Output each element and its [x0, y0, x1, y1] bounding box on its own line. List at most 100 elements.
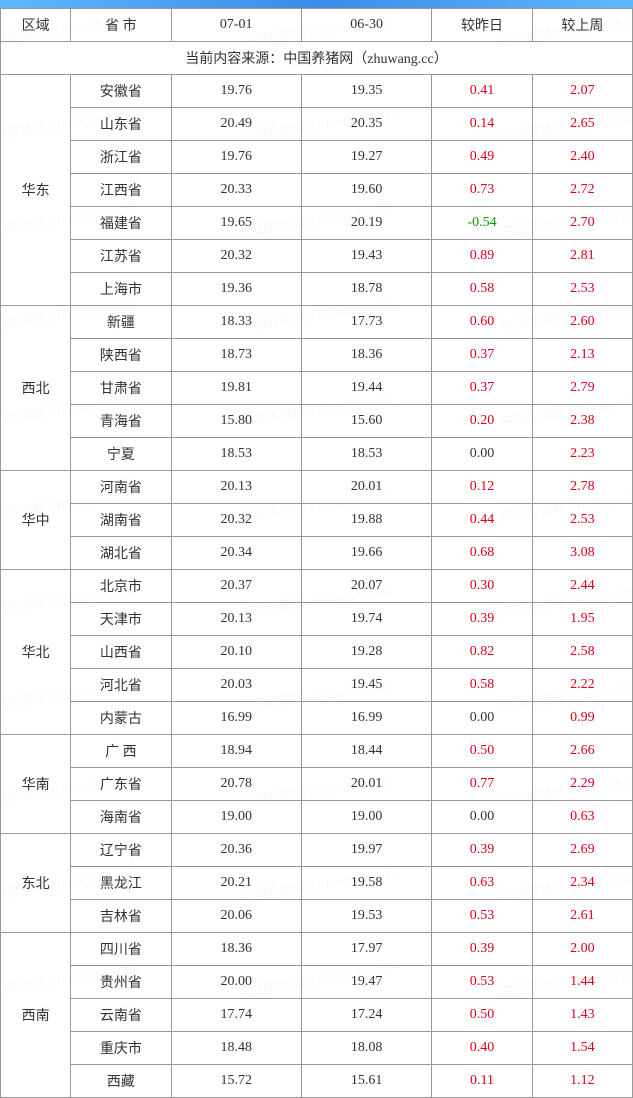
vs-week-cell: 2.81 — [532, 240, 632, 273]
table-row: 华中河南省20.1320.010.122.78 — [1, 471, 633, 504]
table-row: 江西省20.3319.600.732.72 — [1, 174, 633, 207]
province-cell: 青海省 — [71, 405, 171, 438]
province-cell: 安徽省 — [71, 75, 171, 108]
table-row: 华南广 西18.9418.440.502.66 — [1, 735, 633, 768]
date1-cell: 20.06 — [171, 900, 301, 933]
province-cell: 新疆 — [71, 306, 171, 339]
table-row: 宁夏18.5318.530.002.23 — [1, 438, 633, 471]
date1-cell: 15.72 — [171, 1065, 301, 1098]
date1-cell: 20.21 — [171, 867, 301, 900]
vs-week-cell: 2.66 — [532, 735, 632, 768]
province-cell: 山西省 — [71, 636, 171, 669]
vs-week-cell: 2.53 — [532, 504, 632, 537]
date1-cell: 18.53 — [171, 438, 301, 471]
date1-cell: 19.76 — [171, 75, 301, 108]
vs-day-cell: 0.11 — [432, 1065, 532, 1098]
table-row: 云南省17.7417.240.501.43 — [1, 999, 633, 1032]
vs-week-cell: 3.08 — [532, 537, 632, 570]
table-row: 广东省20.7820.010.772.29 — [1, 768, 633, 801]
date2-cell: 17.97 — [301, 933, 431, 966]
date2-cell: 19.60 — [301, 174, 431, 207]
vs-week-cell: 1.12 — [532, 1065, 632, 1098]
vs-week-cell: 2.40 — [532, 141, 632, 174]
date1-cell: 15.80 — [171, 405, 301, 438]
vs-week-cell: 1.95 — [532, 603, 632, 636]
table-row: 西藏15.7215.610.111.12 — [1, 1065, 633, 1098]
date2-cell: 19.27 — [301, 141, 431, 174]
vs-week-cell: 1.43 — [532, 999, 632, 1032]
region-cell: 东北 — [1, 834, 71, 933]
date1-cell: 20.10 — [171, 636, 301, 669]
date1-cell: 19.65 — [171, 207, 301, 240]
date1-cell: 19.76 — [171, 141, 301, 174]
date2-cell: 19.47 — [301, 966, 431, 999]
date2-cell: 19.66 — [301, 537, 431, 570]
table-row: 山西省20.1019.280.822.58 — [1, 636, 633, 669]
date2-cell: 20.01 — [301, 471, 431, 504]
date2-cell: 19.88 — [301, 504, 431, 537]
date1-cell: 20.13 — [171, 471, 301, 504]
table-row: 华北北京市20.3720.070.302.44 — [1, 570, 633, 603]
header-date1: 07-01 — [171, 9, 301, 42]
vs-day-cell: 0.53 — [432, 900, 532, 933]
date1-cell: 18.94 — [171, 735, 301, 768]
province-cell: 辽宁省 — [71, 834, 171, 867]
date2-cell: 19.74 — [301, 603, 431, 636]
vs-day-cell: 0.30 — [432, 570, 532, 603]
vs-day-cell: 0.73 — [432, 174, 532, 207]
vs-day-cell: -0.54 — [432, 207, 532, 240]
table-row: 西南四川省18.3617.970.392.00 — [1, 933, 633, 966]
date2-cell: 19.35 — [301, 75, 431, 108]
province-cell: 天津市 — [71, 603, 171, 636]
table-row: 西北新疆18.3317.730.602.60 — [1, 306, 633, 339]
vs-day-cell: 0.58 — [432, 669, 532, 702]
vs-day-cell: 0.41 — [432, 75, 532, 108]
date2-cell: 19.43 — [301, 240, 431, 273]
vs-week-cell: 2.69 — [532, 834, 632, 867]
date2-cell: 19.44 — [301, 372, 431, 405]
date1-cell: 20.13 — [171, 603, 301, 636]
vs-week-cell: 2.34 — [532, 867, 632, 900]
header-region: 区域 — [1, 9, 71, 42]
date1-cell: 18.73 — [171, 339, 301, 372]
vs-week-cell: 0.63 — [532, 801, 632, 834]
vs-day-cell: 0.77 — [432, 768, 532, 801]
vs-day-cell: 0.20 — [432, 405, 532, 438]
date1-cell: 16.99 — [171, 702, 301, 735]
date2-cell: 18.78 — [301, 273, 431, 306]
province-cell: 湖南省 — [71, 504, 171, 537]
table-row: 内蒙古16.9916.990.000.99 — [1, 702, 633, 735]
date2-cell: 19.58 — [301, 867, 431, 900]
vs-day-cell: 0.39 — [432, 603, 532, 636]
date2-cell: 20.07 — [301, 570, 431, 603]
province-cell: 宁夏 — [71, 438, 171, 471]
region-cell: 华南 — [1, 735, 71, 834]
vs-day-cell: 0.14 — [432, 108, 532, 141]
date1-cell: 18.36 — [171, 933, 301, 966]
region-cell: 华北 — [1, 570, 71, 735]
vs-week-cell: 2.53 — [532, 273, 632, 306]
date1-cell: 20.78 — [171, 768, 301, 801]
vs-week-cell: 2.58 — [532, 636, 632, 669]
vs-week-cell: 2.79 — [532, 372, 632, 405]
vs-week-cell: 2.38 — [532, 405, 632, 438]
date1-cell: 20.37 — [171, 570, 301, 603]
vs-day-cell: 0.60 — [432, 306, 532, 339]
province-cell: 陕西省 — [71, 339, 171, 372]
province-cell: 广 西 — [71, 735, 171, 768]
table-row: 吉林省20.0619.530.532.61 — [1, 900, 633, 933]
date1-cell: 20.36 — [171, 834, 301, 867]
table-row: 山东省20.4920.350.142.65 — [1, 108, 633, 141]
date2-cell: 19.97 — [301, 834, 431, 867]
date2-cell: 16.99 — [301, 702, 431, 735]
vs-week-cell: 0.99 — [532, 702, 632, 735]
province-cell: 山东省 — [71, 108, 171, 141]
table-row: 贵州省20.0019.470.531.44 — [1, 966, 633, 999]
date1-cell: 20.33 — [171, 174, 301, 207]
vs-week-cell: 2.61 — [532, 900, 632, 933]
province-cell: 北京市 — [71, 570, 171, 603]
vs-day-cell: 0.50 — [432, 735, 532, 768]
source-row: 当前内容来源：中国养猪网（zhuwang.cc） — [1, 42, 633, 75]
table-row: 江苏省20.3219.430.892.81 — [1, 240, 633, 273]
date1-cell: 20.34 — [171, 537, 301, 570]
